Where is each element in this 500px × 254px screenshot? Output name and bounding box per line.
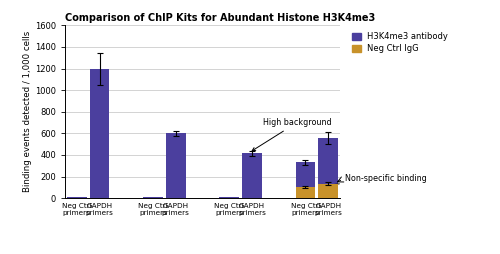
Bar (166, 133, 186, 198)
Bar (296, 187, 316, 198)
Bar (90, 69, 110, 198)
Bar (318, 138, 338, 198)
Bar (318, 184, 338, 198)
Legend: H3K4me3 antibody, Neg Ctrl IgG: H3K4me3 antibody, Neg Ctrl IgG (350, 29, 450, 56)
Bar (220, 197, 239, 198)
Text: High background: High background (252, 118, 332, 151)
Y-axis label: Binding events detected / 1,000 cells: Binding events detected / 1,000 cells (23, 31, 32, 192)
Bar (143, 197, 163, 198)
Bar (296, 163, 316, 198)
Text: Non-specific binding: Non-specific binding (319, 174, 426, 187)
Text: Comparison of ChIP Kits for Abundant Histone H3K4me3: Comparison of ChIP Kits for Abundant His… (65, 13, 375, 23)
Bar (67, 197, 86, 198)
Bar (242, 153, 262, 198)
